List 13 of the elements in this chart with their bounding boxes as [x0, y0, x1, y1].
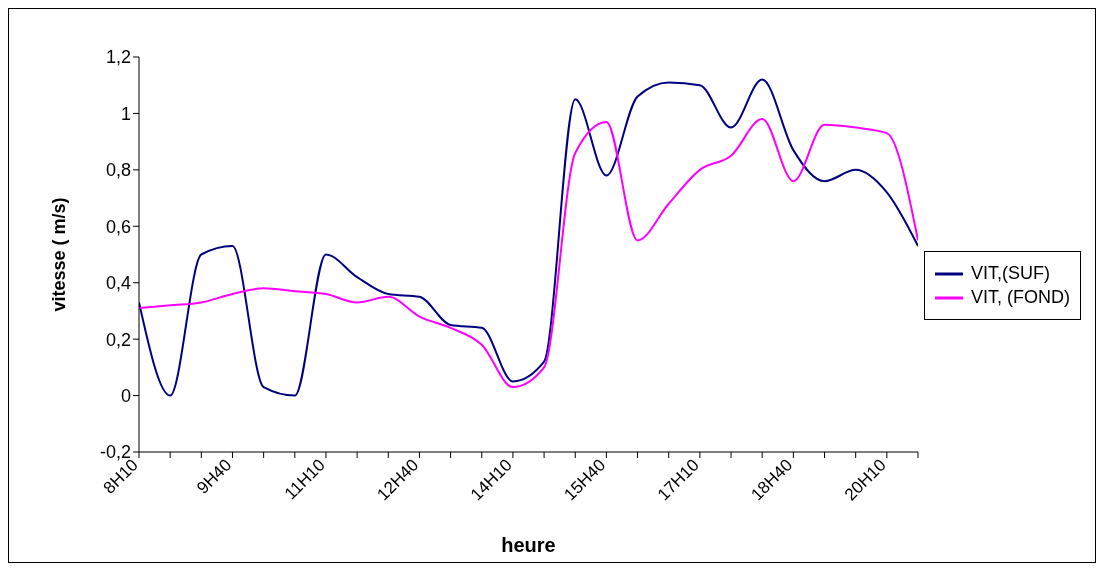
y-tick-label: 0,4	[105, 273, 131, 294]
y-axis-title: vitesse ( m/s)	[49, 197, 70, 312]
legend-label: VIT,(SUF)	[971, 263, 1050, 284]
y-tick-label: 0,2	[105, 329, 131, 350]
y-tick-label: 1,2	[105, 47, 131, 68]
legend-label: VIT, (FOND)	[971, 287, 1070, 308]
y-tick-label: 0,8	[105, 160, 131, 181]
y-tick-label: 0,6	[105, 216, 131, 237]
line-series	[139, 78, 918, 397]
x-axis-title: heure	[501, 534, 556, 556]
line-series	[139, 118, 918, 389]
y-tick-label: 1	[120, 103, 131, 124]
y-tick-label: 0	[120, 385, 131, 406]
